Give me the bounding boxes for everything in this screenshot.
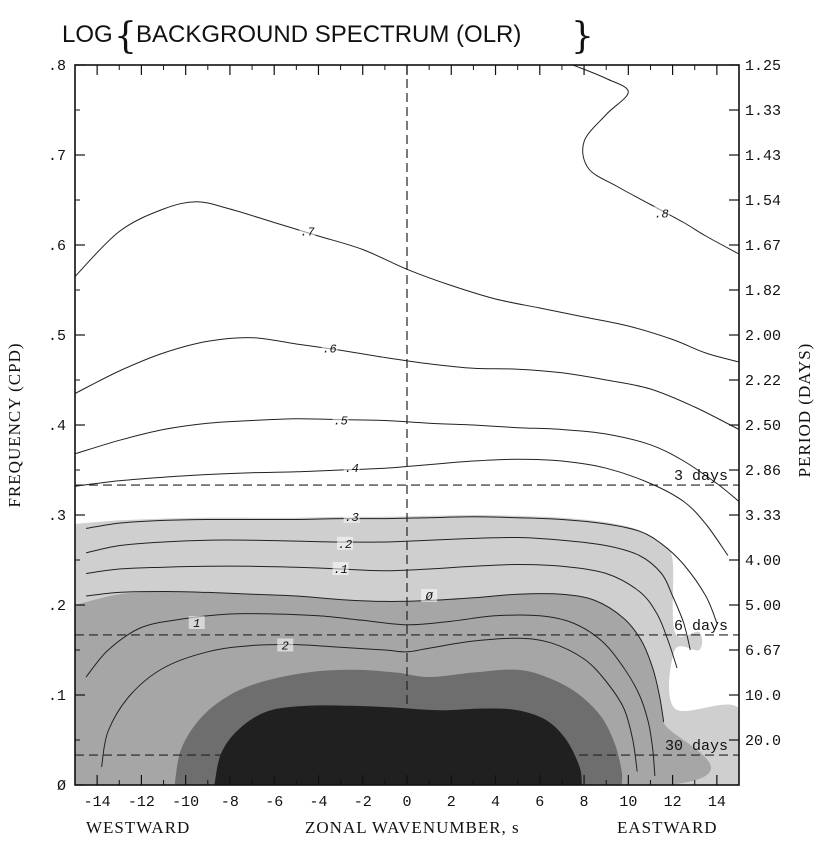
contour-label-bg [337, 536, 354, 550]
shaded-regions [75, 515, 739, 785]
x-tick-label: 6 [535, 794, 544, 811]
contour-label: .4 [344, 462, 358, 476]
x-axis-ticks: -14 -12 -10 -8 -6 -4 -2 0 2 4 6 8 10 12 14 [74, 65, 740, 811]
contour-label: .6 [322, 343, 336, 357]
period-tick-label: 2.50 [745, 418, 781, 435]
contour-label-bg [188, 616, 205, 629]
shaded-region-4 [214, 705, 582, 785]
x-tick-label: -14 [84, 794, 111, 811]
x-axis-label: ZONAL WAVENUMBER, s [305, 818, 520, 837]
period-tick-label: 1.67 [745, 238, 781, 255]
title-prefix: LOG [62, 21, 113, 48]
contour-label-bg [277, 638, 294, 652]
contour-label: Ø [425, 590, 434, 604]
contour-label-bg [421, 589, 438, 602]
y-tick-label: .6 [48, 238, 66, 255]
contour-label: .3 [344, 511, 358, 525]
contour-line-4 [75, 418, 739, 502]
reference-line-label: 3 days [674, 468, 728, 485]
period-tick-label: 1.82 [745, 283, 781, 300]
period-tick-label: 20.0 [745, 733, 781, 750]
period-tick-label: 1.54 [745, 193, 781, 210]
period-tick-label: 2.00 [745, 328, 781, 345]
period-axis-ticks: 1.25 1.33 1.43 1.54 1.67 1.82 2.00 2.22 2.50 2.86… [729, 58, 781, 750]
period-tick-label: 1.25 [745, 58, 781, 75]
period-tick-label: 1.43 [745, 148, 781, 165]
contour-line-7 [85, 536, 691, 651]
x-tick-label: -4 [309, 794, 327, 811]
x-axis-label-eastward: EASTWARD [617, 818, 718, 837]
title-inner: BACKGROUND SPECTRUM (OLR) [136, 21, 521, 48]
y-tick-label: .5 [48, 328, 66, 345]
contour-label: .5 [333, 415, 347, 429]
contour-label-bg [332, 413, 349, 427]
contour-line-5 [75, 458, 729, 556]
title-left-brace: { [114, 16, 137, 57]
contour-line-8 [86, 563, 678, 669]
y-tick-label: .8 [48, 58, 66, 75]
period-tick-label: 2.86 [745, 463, 781, 480]
x-tick-label: -12 [128, 794, 155, 811]
x-tick-label: 8 [580, 794, 589, 811]
contour-line-9 [86, 590, 665, 723]
x-tick-label: 14 [708, 794, 726, 811]
period-tick-label: 4.00 [745, 553, 781, 570]
period-tick-label: 3.33 [745, 508, 781, 525]
period-tick-label: 6.67 [745, 643, 781, 660]
y-axis-ticks: Ø .1 .2 .3 .4 .5 .6 .7 .8 [48, 58, 85, 795]
x-tick-label: -2 [354, 794, 372, 811]
reference-line-label: 30 days [665, 738, 728, 755]
contour-label: 1 [193, 617, 200, 631]
contour-line-6 [86, 516, 718, 624]
x-tick-label: 2 [447, 794, 456, 811]
contour-label: .2 [338, 538, 352, 552]
reference-lines: 3 days 6 days 30 days [75, 468, 739, 756]
y-axis-label-frequency: FREQUENCY (CPD) [5, 342, 24, 507]
contour-label-bg [332, 562, 349, 575]
x-tick-label: 12 [664, 794, 682, 811]
period-tick-label: 5.00 [745, 598, 781, 615]
chart-title: LOG { BACKGROUND SPECTRUM (OLR) } [62, 16, 594, 57]
contour-line-11 [101, 637, 638, 772]
contour-label: .7 [300, 226, 315, 240]
title-right-brace: } [571, 16, 594, 57]
x-tick-label: -8 [221, 794, 239, 811]
contour-label-bg [343, 461, 360, 475]
x-tick-label: 4 [491, 794, 500, 811]
contour-line-1 [572, 65, 739, 255]
period-tick-label: 10.0 [745, 688, 781, 705]
contour-label: .1 [333, 563, 347, 577]
contour-label-bg [321, 341, 338, 355]
y-tick-label: .7 [48, 148, 66, 165]
contour-line-10 [85, 613, 656, 777]
y-tick-label: Ø [57, 778, 66, 795]
x-tick-label: 10 [619, 794, 637, 811]
x-tick-label: 0 [402, 794, 411, 811]
y-axis-label-period: PERIOD (DAYS) [795, 343, 814, 478]
y-tick-label: .2 [48, 598, 66, 615]
contour-label: 2 [282, 640, 289, 654]
y-tick-label: .1 [48, 688, 66, 705]
x-axis-label-westward: WESTWARD [86, 818, 190, 837]
contour-label-bg [299, 224, 316, 238]
x-tick-label: -10 [172, 794, 199, 811]
contour-label-bg [343, 509, 360, 523]
reference-line-label: 6 days [674, 618, 728, 635]
y-tick-label: .4 [48, 418, 66, 435]
contour-lines: .8 .7 .6 .5 .4 .3 .2 .1 Ø 1 2 [75, 65, 739, 777]
contour-label-bg [653, 206, 670, 220]
y-tick-label: .3 [48, 508, 66, 525]
x-tick-label: -6 [265, 794, 283, 811]
period-tick-label: 1.33 [745, 103, 781, 120]
contour-label: .8 [654, 208, 668, 222]
period-tick-label: 2.22 [745, 373, 781, 390]
